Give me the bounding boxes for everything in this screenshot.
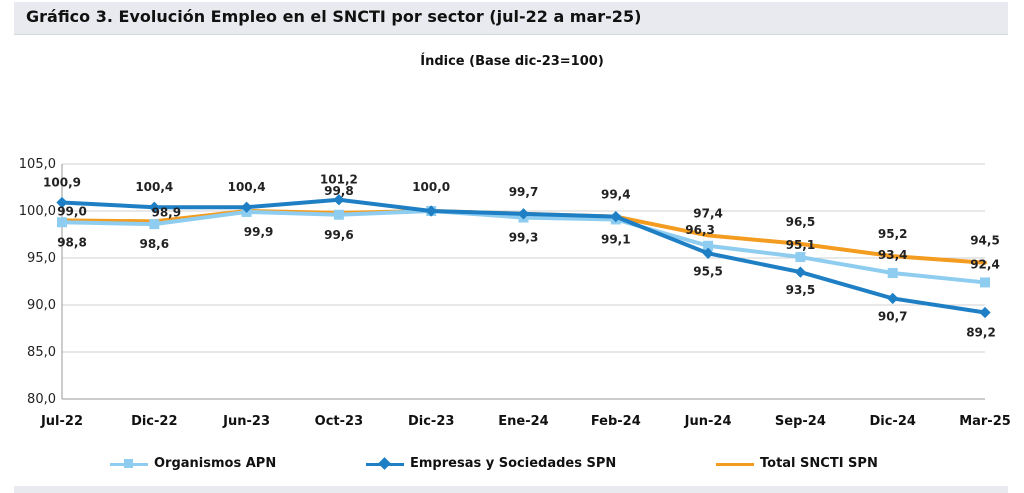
data-label: 93,5 [786,283,816,297]
data-point-diamond [517,208,530,220]
x-tick-label: Jun-24 [684,414,732,429]
data-label: 101,2 [320,173,358,187]
data-point-diamond [333,194,345,206]
data-label: 99,9 [244,225,274,239]
data-label: 99,6 [324,228,354,242]
data-point-square [57,217,67,228]
legend: Organismos APN Empresas y Sociedades SPN… [0,456,1024,476]
data-point-square [795,252,806,263]
chart-subtitle: Índice (Base dic-23=100) [420,54,604,69]
x-tick-label: Oct-23 [315,414,363,429]
bottom-bar [14,486,1008,493]
legend-item-total: Total SNCTI SPN [716,456,878,471]
data-label: 100,4 [228,180,266,194]
data-label: 96,3 [685,223,715,237]
data-label: 100,4 [135,180,173,194]
data-point-square [980,277,990,288]
data-label: 99,1 [601,232,631,246]
data-point-diamond [702,247,714,259]
data-point-square [703,240,714,251]
data-point-diamond [240,201,253,213]
y-tick-label: 80,0 [27,392,56,407]
legend-swatch-empresas [366,456,404,470]
data-label: 94,5 [970,234,1000,248]
data-point-diamond [148,201,160,213]
data-label: 92,4 [970,257,1000,271]
data-label: 100,9 [43,176,81,190]
data-label: 97,4 [693,206,723,220]
data-label: 96,5 [786,215,816,229]
data-point-diamond [425,205,437,217]
data-label: 89,2 [966,326,996,340]
x-tick-label: Sep-24 [775,414,826,429]
data-label: 100,0 [412,180,450,194]
x-tick-label: Mar-25 [959,414,1011,429]
legend-label-total: Total SNCTI SPN [760,456,878,471]
legend-label-empresas: Empresas y Sociedades SPN [410,456,617,471]
data-label: 93,4 [878,248,908,262]
legend-label-organismos: Organismos APN [154,456,277,471]
x-tick-label: Jul-22 [40,414,83,429]
data-label: 95,5 [693,264,723,278]
y-tick-label: 90,0 [27,298,56,313]
y-tick-label: 95,0 [27,251,56,266]
data-label: 98,8 [57,235,87,249]
y-tick-label: 85,0 [27,345,56,360]
x-tick-label: Ene-24 [498,414,548,429]
x-tick-label: Dic-24 [869,414,915,429]
data-label: 98,9 [151,205,181,219]
data-point-diamond [887,292,899,305]
data-label: 99,0 [57,204,87,218]
data-label: 99,8 [324,184,354,198]
x-tick-label: Dic-23 [408,414,454,429]
data-point-square [887,268,898,279]
y-tick-label: 100,0 [19,204,56,219]
legend-item-empresas: Empresas y Sociedades SPN [366,456,616,471]
data-label: 99,7 [509,185,539,199]
chart-title-bar: Gráfico 3. Evolución Empleo en el SNCTI … [14,2,1008,35]
x-tick-label: Feb-24 [591,414,641,429]
data-point-diamond [794,266,807,278]
data-point-square [149,219,160,230]
legend-swatch-total [716,458,754,470]
data-label: 95,1 [786,238,816,252]
x-tick-label: Dic-22 [131,414,177,429]
data-point-diamond [979,306,991,319]
legend-item-organismos: Organismos APN [110,456,276,471]
chart-title: Gráfico 3. Evolución Empleo en el SNCTI … [26,7,642,26]
legend-swatch-organismos [110,458,148,470]
data-point-square [333,209,344,220]
data-label: 99,3 [509,231,539,245]
data-label: 98,6 [139,237,169,251]
data-point-diamond [610,210,622,223]
data-label: 99,4 [601,188,631,202]
data-label: 90,7 [878,309,908,323]
y-tick-label: 105,0 [19,157,56,172]
x-tick-label: Jun-23 [222,414,270,429]
data-label: 95,2 [878,227,908,241]
